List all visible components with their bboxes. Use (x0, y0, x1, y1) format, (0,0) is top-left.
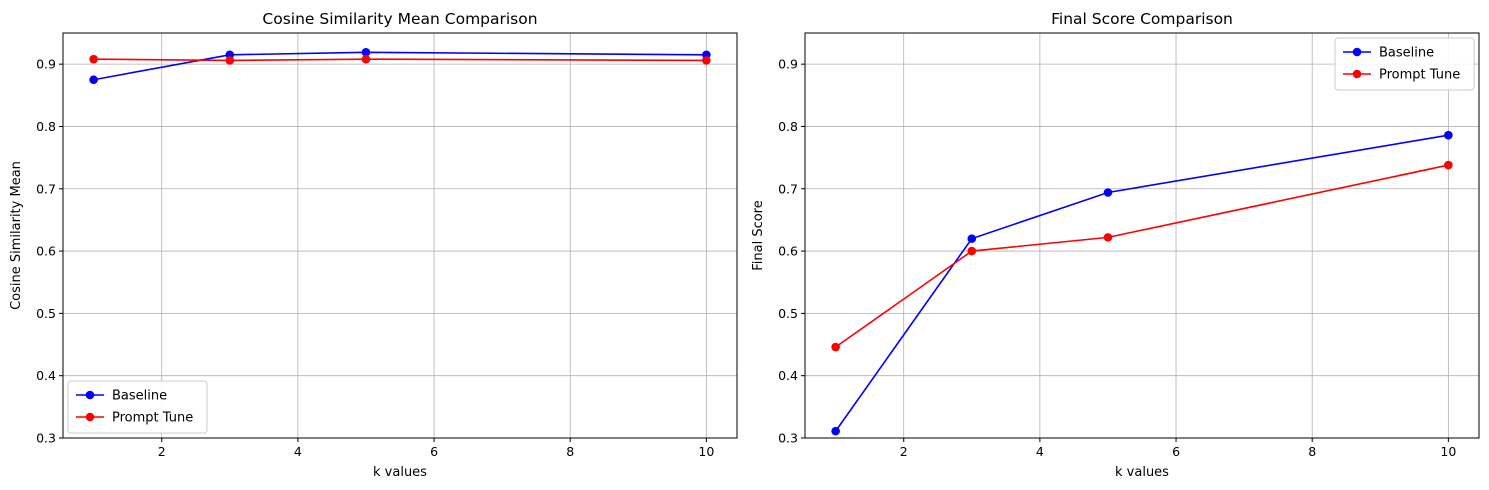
axes-frame (804, 32, 1480, 439)
legend-box (67, 380, 208, 434)
data-point-baseline (831, 426, 840, 436)
x-tick-label: 8 (1308, 444, 1316, 459)
x-tick-label: 2 (158, 444, 166, 459)
y-tick-label: 0.4 (36, 368, 56, 383)
legend-label-prompt-tune: Prompt Tune (112, 411, 193, 426)
y-tick-label: 0.7 (36, 181, 56, 196)
series-line-baseline (93, 51, 707, 81)
x-tick-label: 10 (1440, 444, 1456, 459)
legend-marker-prompt-tune (1352, 69, 1362, 79)
data-point-prompt-tune (831, 342, 840, 352)
legend: Baseline Prompt Tune (1334, 37, 1475, 91)
series-line-prompt-tune (93, 58, 707, 62)
y-tick-label: 0.8 (778, 119, 798, 134)
legend-marker-baseline (85, 390, 95, 400)
data-point-prompt-tune (225, 56, 235, 65)
x-axis-label: k values (373, 465, 427, 480)
x-tick-label: 6 (430, 444, 438, 459)
x-tick-label: 6 (1172, 444, 1180, 459)
data-point-prompt-tune (89, 54, 98, 64)
chart-1: 2 4 6 8 10 0.3 0.4 0.5 0.6 0.7 0.8 0.9 Cosine Simila… (9, 10, 738, 480)
y-tick-label: 0.6 (36, 244, 56, 259)
data-point-baseline (361, 48, 371, 57)
x-axis-label: k values (1115, 465, 1169, 480)
y-tick-label: 0.3 (778, 431, 798, 446)
data-point-baseline (89, 75, 98, 85)
y-tick-label: 0.4 (778, 368, 798, 383)
axes-frame (62, 32, 738, 439)
y-tick-label: 0.6 (778, 244, 798, 259)
y-tick-label: 0.5 (36, 306, 56, 321)
legend: Baseline Prompt Tune (67, 380, 208, 434)
data-point-baseline (1103, 188, 1113, 197)
data-point-baseline (967, 234, 977, 243)
legend-marker-baseline (1352, 47, 1362, 57)
data-point-prompt-tune (1103, 233, 1113, 242)
chart-title: Cosine Similarity Mean Comparison (262, 10, 537, 28)
y-tick-label: 0.9 (778, 57, 798, 72)
y-axis-label: Final Score (751, 200, 766, 271)
data-point-prompt-tune (361, 54, 371, 64)
series-line-prompt-tune (835, 164, 1449, 348)
legend-label-baseline: Baseline (112, 389, 167, 404)
y-tick-label: 0.3 (36, 431, 56, 446)
x-tick-label: 4 (294, 444, 302, 459)
chart-title: Final Score Comparison (1051, 10, 1233, 28)
x-tick-label: 8 (566, 444, 574, 459)
data-point-prompt-tune (1444, 160, 1453, 170)
data-point-prompt-tune (967, 246, 977, 256)
x-tick-label: 10 (698, 444, 714, 459)
legend-box (1334, 37, 1475, 91)
y-tick-label: 0.7 (778, 181, 798, 196)
series-line-baseline (834, 134, 1449, 432)
y-tick-label: 0.8 (36, 119, 56, 134)
chart-2: 2 4 6 8 10 0.3 0.4 0.5 0.6 0.7 0.8 0.9 Final Score C… (751, 10, 1480, 480)
legend-label-prompt-tune: Prompt Tune (1379, 68, 1460, 83)
data-point-baseline (1444, 130, 1453, 140)
legend-label-baseline: Baseline (1379, 46, 1434, 61)
x-tick-label: 2 (900, 444, 908, 459)
data-point-prompt-tune (702, 56, 711, 65)
y-tick-label: 0.5 (778, 306, 798, 321)
x-tick-label: 4 (1036, 444, 1044, 459)
legend-marker-prompt-tune (85, 412, 95, 422)
y-axis-label: Cosine Similarity Mean (9, 161, 24, 310)
y-tick-label: 0.9 (36, 57, 56, 72)
